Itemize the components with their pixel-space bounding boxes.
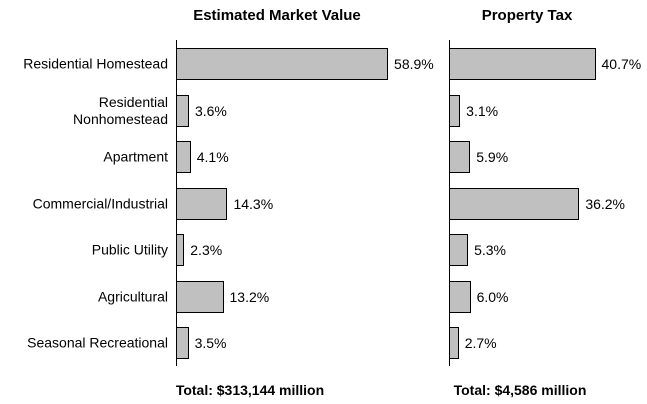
bar: [176, 141, 191, 173]
bar: [176, 327, 189, 359]
value-label: 4.1%: [196, 149, 229, 165]
category-label: Public Utility: [91, 241, 168, 258]
value-label: 3.5%: [194, 335, 227, 351]
bar: [449, 48, 596, 80]
value-label: 58.9%: [394, 56, 434, 72]
chart-title: Estimated Market Value: [193, 7, 361, 24]
value-label: 5.9%: [476, 149, 509, 165]
bar: [449, 187, 580, 220]
value-label: 5.3%: [474, 242, 506, 258]
category-label: Commercial/Industrial: [32, 195, 168, 211]
bar: [176, 280, 224, 313]
value-label: 40.7%: [601, 56, 642, 72]
value-label: 3.1%: [466, 102, 499, 119]
bar: [449, 94, 461, 127]
bar: [449, 141, 471, 173]
bar: [176, 234, 185, 266]
value-label: 3.6%: [194, 102, 227, 119]
value-label: 2.7%: [464, 335, 497, 351]
category-label: Seasonal Recreational: [27, 334, 168, 351]
bar: [176, 48, 389, 80]
bar: [449, 234, 469, 266]
value-label: 14.3%: [233, 195, 274, 212]
total-label: Total: $4,586 million: [453, 382, 587, 398]
bar: [176, 94, 189, 127]
bar: [176, 187, 228, 220]
category-label: Residential Homestead: [23, 55, 168, 72]
chart-title: Property Tax: [481, 7, 573, 24]
total-label: Total: $313,144 million: [175, 382, 325, 398]
category-label: Agricultural: [97, 288, 168, 304]
bar: [449, 280, 471, 313]
value-label: 13.2%: [229, 288, 270, 305]
value-label: 2.3%: [190, 242, 223, 258]
bar: [449, 327, 459, 359]
category-label: Apartment: [103, 148, 168, 165]
category-label: Residential Nonhomestead: [73, 93, 168, 127]
value-label: 36.2%: [585, 195, 626, 212]
value-label: 6.0%: [476, 288, 509, 305]
